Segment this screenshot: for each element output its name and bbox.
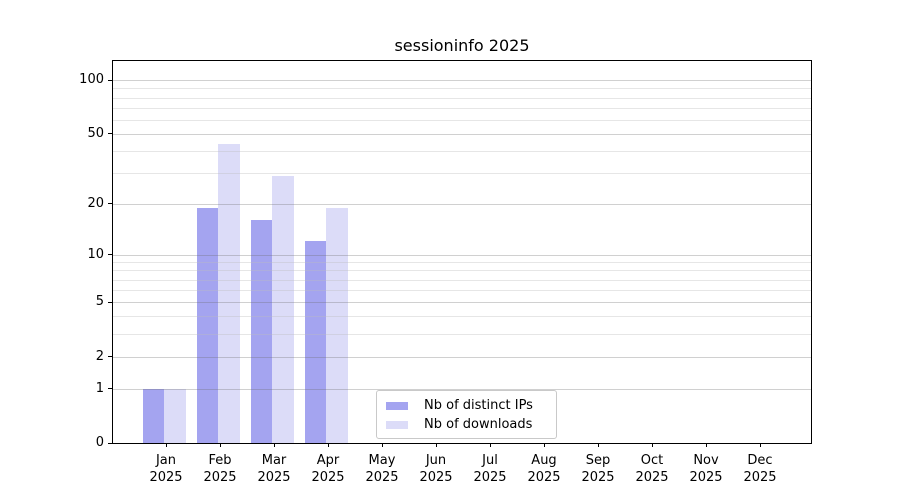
gridline-minor	[113, 270, 811, 272]
y-tick-label: 2	[95, 348, 104, 364]
y-tick-label: 50	[87, 125, 104, 141]
gridline-minor	[113, 107, 811, 109]
x-tick	[543, 443, 545, 447]
bar-nb-of-distinct-ips-apr	[304, 241, 327, 443]
gridline-major	[113, 203, 811, 205]
bar-nb-of-downloads-jan	[164, 388, 186, 443]
y-tick-label: 5	[95, 294, 104, 310]
x-tick	[759, 443, 761, 447]
y-tick-label: 20	[87, 195, 104, 211]
gridline-minor	[113, 151, 811, 153]
x-tick-label: Jun 2025	[419, 453, 453, 485]
y-tick	[108, 133, 112, 135]
gridline-major	[113, 356, 811, 358]
gridline-major	[113, 302, 811, 304]
x-tick-label: Oct 2025	[635, 453, 669, 485]
x-tick	[327, 443, 329, 447]
chart-title: sessioninfo 2025	[394, 36, 530, 55]
y-tick	[108, 356, 112, 358]
x-tick-label: Feb 2025	[203, 453, 237, 485]
legend: Nb of distinct IPs Nb of downloads	[376, 390, 557, 439]
legend-label: Nb of downloads	[424, 417, 533, 432]
x-tick-label: Sep 2025	[581, 453, 615, 485]
legend-swatch-downloads	[386, 420, 408, 429]
x-tick	[651, 443, 653, 447]
bar-nb-of-downloads-feb	[218, 143, 240, 443]
gridline-major	[113, 80, 811, 82]
x-tick	[381, 443, 383, 447]
x-tick	[705, 443, 707, 447]
y-tick-label: 10	[87, 246, 104, 262]
x-tick-label: Aug 2025	[527, 453, 561, 485]
x-tick-label: Apr 2025	[311, 453, 345, 485]
plot-area	[112, 60, 812, 444]
gridline-minor	[113, 316, 811, 318]
y-tick	[108, 442, 112, 444]
x-tick	[597, 443, 599, 447]
x-tick-label: Dec 2025	[743, 453, 777, 485]
gridline-major	[113, 254, 811, 256]
bar-nb-of-downloads-apr	[326, 207, 348, 443]
y-tick-label: 1	[95, 380, 104, 396]
legend-entry-downloads: Nb of downloads	[386, 415, 548, 434]
y-tick-label: 0	[95, 435, 104, 450]
y-tick-label: 100	[79, 72, 104, 88]
legend-swatch-distinct-ips	[386, 401, 408, 410]
gridline-minor	[113, 88, 811, 90]
bar-nb-of-distinct-ips-feb	[196, 207, 219, 443]
x-tick-label: Nov 2025	[689, 453, 723, 485]
gridline-minor	[113, 97, 811, 99]
x-tick-label: Jan 2025	[149, 453, 183, 485]
gridline-minor	[113, 262, 811, 263]
x-tick-label: Mar 2025	[257, 453, 291, 485]
x-tick-label: May 2025	[365, 453, 399, 485]
gridline-major	[113, 388, 811, 390]
legend-entry-distinct-ips: Nb of distinct IPs	[386, 396, 548, 415]
bar-nb-of-distinct-ips-mar	[250, 220, 273, 443]
y-tick	[108, 203, 112, 205]
x-tick	[219, 443, 221, 447]
gridline-minor	[113, 279, 811, 281]
y-tick	[108, 254, 112, 255]
bar-nb-of-downloads-mar	[272, 175, 294, 443]
y-tick	[108, 301, 112, 303]
x-tick-label: Jul 2025	[473, 453, 507, 485]
y-tick	[108, 388, 112, 389]
gridline-minor	[113, 290, 811, 292]
gridline-minor	[113, 173, 811, 175]
x-tick	[165, 443, 167, 447]
gridline-major	[113, 133, 811, 135]
x-tick	[489, 443, 491, 447]
x-tick	[273, 443, 275, 447]
y-tick	[108, 79, 112, 81]
x-tick	[435, 443, 437, 447]
legend-label: Nb of distinct IPs	[424, 398, 533, 413]
gridline-minor	[113, 334, 811, 336]
gridline-minor	[113, 119, 811, 121]
bar-nb-of-distinct-ips-jan	[142, 388, 165, 443]
